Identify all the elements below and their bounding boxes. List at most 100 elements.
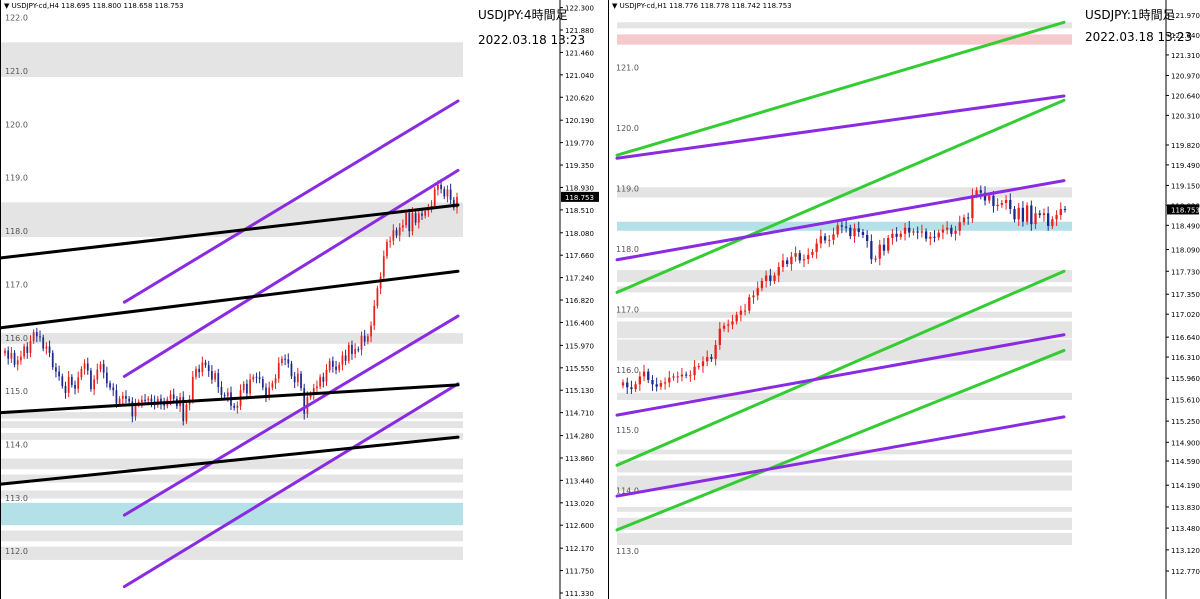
h1-chart-panel[interactable]: 121.0 120.0 119.0 118.0 117.0 116.0 115.0 114.0… xyxy=(608,0,1200,599)
h1-candle-body xyxy=(1030,205,1033,225)
h4-candle-body xyxy=(134,404,137,417)
h4-price-tick-label: 116.400 xyxy=(565,319,594,327)
h4-candle-body xyxy=(382,256,385,277)
h4-trend-line-black xyxy=(0,269,460,330)
h1-dropdown-icon[interactable]: ▼ xyxy=(612,2,618,10)
h4-candle-body xyxy=(360,335,363,350)
h1-price-tick-label: 119.150 xyxy=(1171,182,1200,190)
panel-divider xyxy=(600,0,608,599)
h4-price-tick-label: 117.660 xyxy=(565,252,594,260)
h1-current-price-tag xyxy=(1167,204,1199,215)
h4-candle-body xyxy=(268,387,271,397)
h1-candle-body xyxy=(743,310,747,312)
h4-candle-body xyxy=(45,346,48,349)
h4-candle-body xyxy=(246,383,248,394)
h1-zone-blue-3 xyxy=(617,221,1072,231)
h4-candle-body xyxy=(169,394,172,400)
h1-candle-body xyxy=(840,225,844,227)
h4-candle-body xyxy=(10,352,13,359)
h4-price-tick-label: 115.970 xyxy=(565,342,594,350)
h1-candle-body xyxy=(798,253,801,261)
h1-candle-body xyxy=(1009,199,1012,210)
h4-candle-body xyxy=(446,189,449,197)
h1-candle-body xyxy=(714,344,717,359)
h1-candle-body xyxy=(865,235,869,242)
h4-candle-body xyxy=(204,362,207,366)
h4-chart-panel[interactable]: 122.0 121.0 120.0 119.0 118.0 117.0 116.0 115.0… xyxy=(0,0,600,599)
h1-candle-body xyxy=(1055,215,1058,220)
h1-price-tick-label: 117.730 xyxy=(1171,268,1200,276)
h1-candle-body xyxy=(988,195,991,201)
h1-symbol-info: ▼ USDJPY-cd,H1 118.776 118.778 118.742 1… xyxy=(612,2,792,10)
h1-zone-gray-4 xyxy=(617,270,1072,283)
h1-candle-body xyxy=(718,328,721,345)
h4-price-tick-label: 119.350 xyxy=(565,162,594,170)
h1-candle-body xyxy=(975,190,978,196)
h4-candle-body xyxy=(131,401,134,417)
h1-zone-pink-1 xyxy=(617,34,1072,45)
h4-level-label: 114.0 xyxy=(5,441,28,450)
h1-price-tick-label: 118.090 xyxy=(1171,247,1200,255)
h4-trend-line-purple xyxy=(122,168,460,378)
h1-level-label: 119.0 xyxy=(616,185,639,194)
h1-current-price-label: 118.753 xyxy=(1171,206,1200,214)
h1-candle-body xyxy=(1017,207,1020,220)
h4-candle-body xyxy=(83,363,86,369)
h4-candle-body xyxy=(48,346,51,353)
h1-candle-body xyxy=(920,231,924,233)
h4-candle-body xyxy=(242,383,245,391)
h1-price-tick-label: 120.640 xyxy=(1171,92,1200,100)
h4-candle-body xyxy=(51,352,54,368)
h4-candle-body xyxy=(39,336,41,338)
h1-candle-body xyxy=(819,236,823,244)
h1-candle-body xyxy=(1000,202,1004,205)
h1-candle-body xyxy=(748,297,751,311)
h1-candle-body xyxy=(979,190,982,193)
h4-level-label: 115.0 xyxy=(5,387,28,396)
h4-zone-gray-11 xyxy=(1,546,463,560)
h4-level-label: 117.0 xyxy=(5,280,28,289)
h1-trend-line-green xyxy=(615,20,1066,157)
h1-candle-body xyxy=(668,377,671,383)
h4-candle-body xyxy=(290,363,293,377)
h1-level-label: 121.0 xyxy=(616,64,639,73)
h4-candle-body xyxy=(112,387,115,391)
h1-candle-body xyxy=(853,228,856,237)
h1-candle-body xyxy=(630,387,633,390)
h4-price-tick-label: 120.190 xyxy=(565,117,594,125)
h1-price-tick-label: 117.350 xyxy=(1171,291,1200,299)
h4-candle-body xyxy=(293,376,296,383)
h1-price-tick-label: 114.900 xyxy=(1171,439,1200,447)
h1-symbol-text: USDJPY-cd,H1 118.776 118.778 118.742 118… xyxy=(619,2,792,10)
h4-chart-date: 2022.03.18 13:23 xyxy=(478,33,586,47)
h1-level-label: 115.0 xyxy=(616,426,639,435)
h1-candle-body xyxy=(849,227,852,237)
h4-candle-body xyxy=(316,386,318,389)
h1-price-tick-label: 113.830 xyxy=(1171,504,1200,512)
h1-candle-body xyxy=(836,225,839,235)
h4-candle-body xyxy=(309,393,312,398)
h4-price-tick-label: 122.300 xyxy=(565,5,594,13)
h4-price-tick-label: 121.460 xyxy=(565,49,594,57)
h4-candle-body xyxy=(287,359,290,364)
h4-candle-body xyxy=(121,396,124,399)
h4-current-price-tag xyxy=(561,191,599,202)
h4-zone-gray-3 xyxy=(1,412,463,419)
h4-candle-body xyxy=(64,385,67,393)
h1-zone-gray-15 xyxy=(617,532,1072,546)
h1-price-tick-label: 121.640 xyxy=(1171,32,1200,40)
h4-price-tick-label: 116.820 xyxy=(565,297,594,305)
h4-candle-body xyxy=(347,344,350,361)
h1-candle-body xyxy=(676,376,679,378)
h4-dropdown-icon[interactable]: ▼ xyxy=(4,2,10,10)
h1-candle-body xyxy=(781,260,785,268)
h4-candle-body xyxy=(277,363,280,379)
h4-candle-body xyxy=(118,398,121,404)
h4-chart-svg[interactable]: 122.0 121.0 120.0 119.0 118.0 117.0 116.0 115.0… xyxy=(0,0,600,599)
h1-candle-body xyxy=(887,238,890,251)
h1-candle-body xyxy=(1021,207,1025,222)
h4-candle-body xyxy=(182,397,185,422)
h1-chart-svg[interactable]: 121.0 120.0 119.0 118.0 117.0 116.0 115.0 114.0… xyxy=(608,0,1200,599)
h4-candle-body xyxy=(370,325,372,337)
h4-candle-body xyxy=(271,383,274,388)
